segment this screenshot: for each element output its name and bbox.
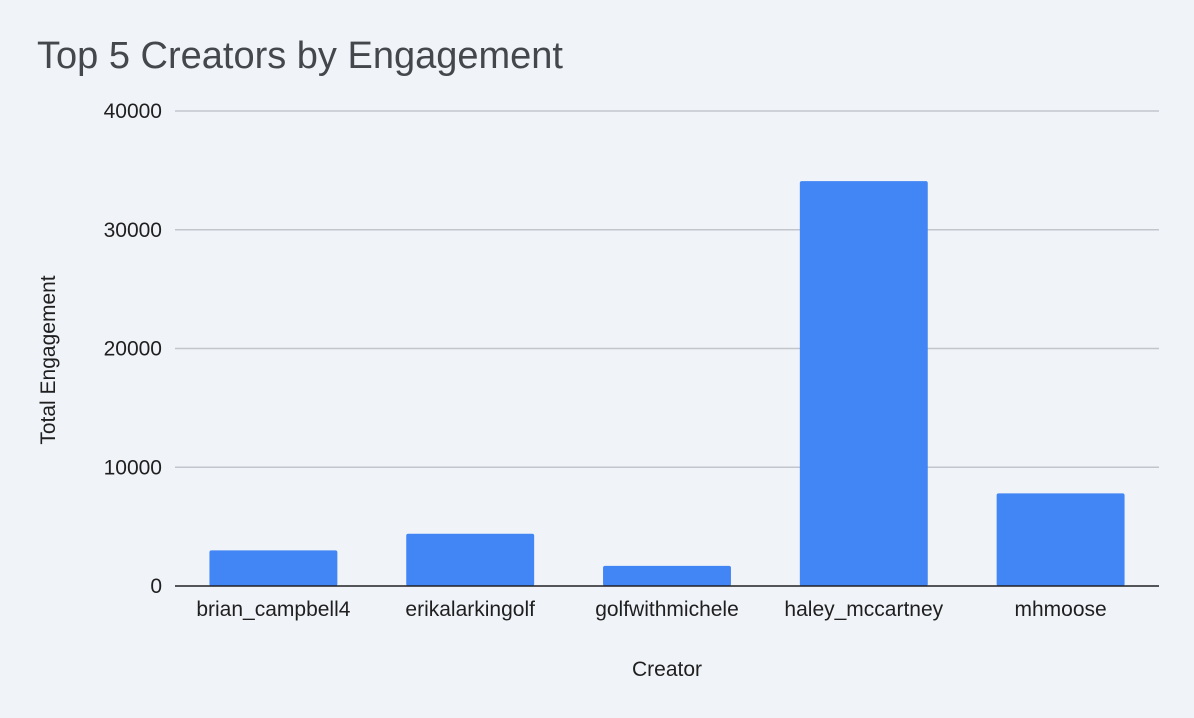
- x-tick-label: haley_mccartney: [784, 598, 943, 621]
- bar-mhmoose: [996, 493, 1125, 586]
- y-tick-label: 40000: [104, 100, 162, 123]
- y-axis-title: Total Engagement: [37, 275, 60, 444]
- x-tick-label: erikalarkingolf: [405, 598, 535, 621]
- bar-haley_mccartney: [799, 181, 928, 586]
- chart-title: Top 5 Creators by Engagement: [37, 35, 563, 77]
- gridlines: [175, 110, 1159, 468]
- x-tick-label: golfwithmichele: [595, 598, 739, 621]
- bar-erikalarkingolf: [406, 533, 535, 586]
- x-tick-label: mhmoose: [1014, 598, 1106, 621]
- y-tick-label: 10000: [104, 456, 162, 479]
- bar-brian_campbell4: [209, 550, 338, 586]
- x-tick-label: brian_campbell4: [196, 598, 350, 621]
- y-tick-label: 30000: [104, 219, 162, 242]
- bar-golfwithmichele: [603, 565, 731, 586]
- y-tick-label: 20000: [104, 338, 162, 361]
- y-tick-label: 0: [150, 575, 162, 598]
- x-axis-title: Creator: [632, 658, 702, 681]
- x-axis-ticks: brian_campbell4 erikalarkingolf golfwithmi…: [196, 598, 1106, 621]
- bars: [209, 181, 1125, 586]
- y-axis-ticks: 0 10000 20000 30000 40000: [104, 100, 162, 598]
